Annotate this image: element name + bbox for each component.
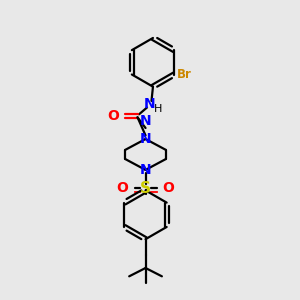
Text: S: S bbox=[140, 181, 151, 196]
Text: O: O bbox=[107, 109, 119, 123]
Text: O: O bbox=[117, 181, 129, 195]
Text: O: O bbox=[163, 181, 174, 195]
Text: N: N bbox=[140, 114, 152, 128]
Text: N: N bbox=[140, 163, 152, 177]
Text: N: N bbox=[140, 132, 152, 146]
Text: H: H bbox=[154, 104, 162, 114]
Text: Br: Br bbox=[176, 68, 191, 81]
Text: N: N bbox=[144, 97, 156, 111]
